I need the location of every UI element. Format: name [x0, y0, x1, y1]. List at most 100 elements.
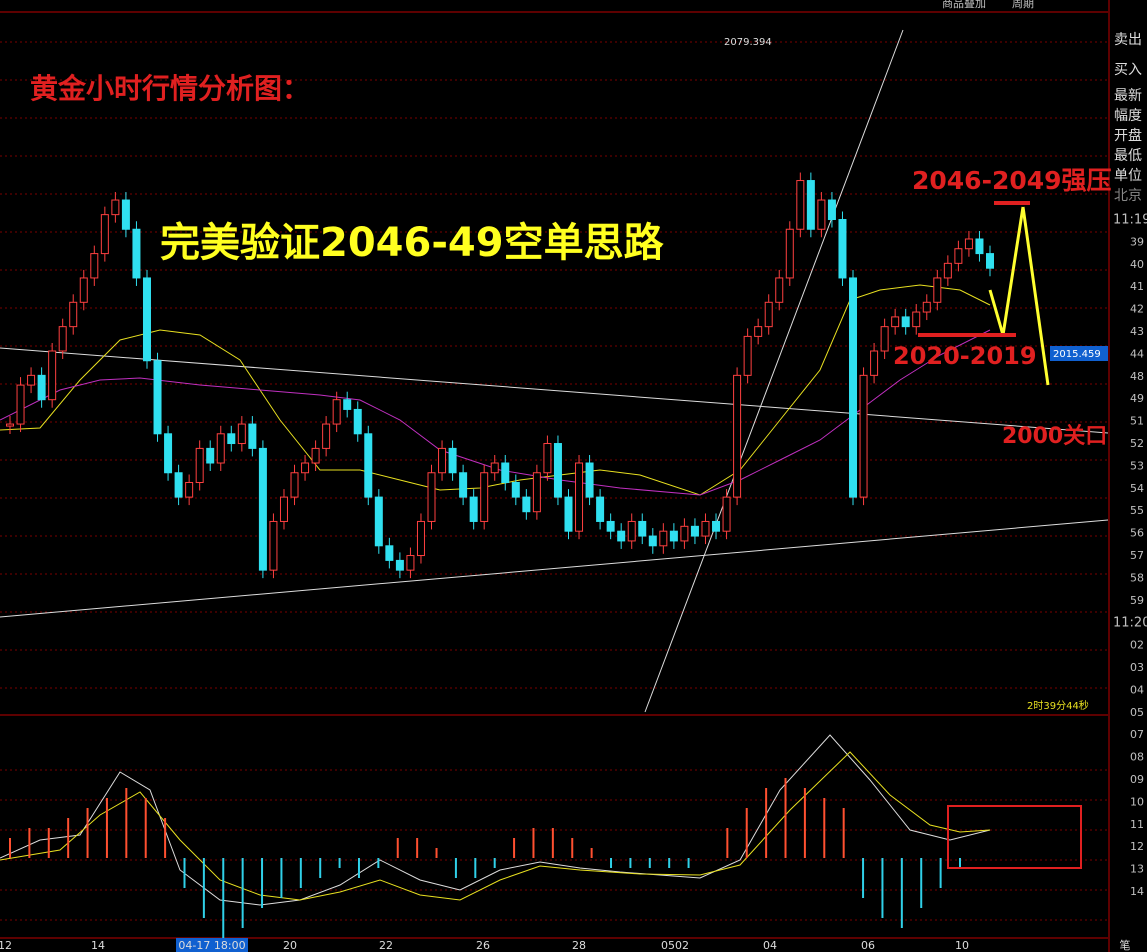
- x-tick-label: 10: [955, 939, 969, 952]
- time-label: 12: [1130, 840, 1144, 853]
- candle: [427, 472, 436, 522]
- side-label: 北京: [1114, 188, 1142, 204]
- candle: [364, 433, 373, 498]
- side-label: 幅度: [1114, 108, 1142, 124]
- time-label: 58: [1130, 571, 1144, 584]
- time-label: 08: [1130, 751, 1144, 764]
- last-price-box: [1050, 346, 1108, 361]
- time-label: 44: [1130, 347, 1144, 360]
- candle: [27, 374, 36, 386]
- forecast-arrow: [1001, 206, 1025, 336]
- candle: [48, 350, 57, 401]
- time-label: 52: [1130, 437, 1144, 450]
- time-label: 03: [1130, 661, 1144, 674]
- time-label: 09: [1130, 773, 1144, 786]
- high-label: 2079.394: [724, 37, 772, 48]
- candle: [501, 462, 510, 483]
- side-label: 单位: [1114, 168, 1142, 184]
- candle: [279, 496, 288, 522]
- time-label: 13: [1130, 863, 1144, 876]
- candle: [743, 335, 752, 376]
- x-tick-label: 06: [861, 939, 875, 952]
- candle: [880, 326, 889, 352]
- macd-dea: [0, 751, 991, 901]
- candle: [849, 277, 858, 498]
- time-label: 05: [1130, 706, 1144, 719]
- candle: [395, 559, 404, 571]
- side-label: 最新: [1114, 88, 1142, 104]
- candle: [100, 214, 109, 255]
- candle: [796, 180, 805, 230]
- time-label: 59: [1130, 594, 1144, 607]
- candle: [617, 530, 626, 542]
- highlight-box: [947, 805, 1082, 869]
- candle: [90, 253, 99, 279]
- candle: [764, 301, 773, 328]
- candle: [132, 228, 141, 279]
- candle: [722, 496, 731, 532]
- annotation: 2020-2019: [893, 342, 1037, 370]
- candle: [469, 496, 478, 522]
- candle: [459, 472, 468, 498]
- last-price: 2015.459: [1053, 349, 1101, 360]
- candle: [164, 433, 173, 474]
- candle: [16, 384, 25, 425]
- candle: [543, 443, 552, 474]
- candle: [585, 462, 594, 498]
- x-tick-label: 26: [476, 939, 490, 952]
- candle: [964, 238, 973, 250]
- time-label: 56: [1130, 527, 1144, 540]
- candle: [374, 496, 383, 547]
- x-tick-label: 14: [91, 939, 105, 952]
- time-label: 41: [1130, 280, 1144, 293]
- x-tick-label: 20: [283, 939, 297, 952]
- candle: [680, 525, 689, 542]
- candle: [754, 326, 763, 337]
- candle: [195, 447, 204, 483]
- time-label: 11:19: [1113, 213, 1147, 228]
- menu-item[interactable]: 周期: [1012, 0, 1034, 10]
- forecast-arrow: [988, 289, 1005, 336]
- candle: [153, 360, 162, 435]
- time-label: 10: [1130, 795, 1144, 808]
- time-label: 53: [1130, 459, 1144, 472]
- candle: [606, 520, 615, 532]
- candle: [733, 374, 742, 498]
- candle: [933, 277, 942, 303]
- candle: [227, 433, 236, 445]
- x-tick-label: 22: [379, 939, 393, 952]
- candle: [58, 326, 67, 352]
- candle: [669, 530, 678, 542]
- x-tick-label: 04: [763, 939, 777, 952]
- time-label: 57: [1130, 549, 1144, 562]
- time-label: 43: [1130, 325, 1144, 338]
- candle: [301, 462, 310, 474]
- candle: [627, 520, 636, 542]
- countdown: 2时39分44秒: [1027, 699, 1089, 712]
- menu-item[interactable]: 商品叠加: [942, 0, 986, 10]
- time-label: 02: [1130, 639, 1144, 652]
- candle: [943, 262, 952, 279]
- time-label: 04: [1130, 683, 1144, 696]
- candle: [785, 228, 794, 279]
- candle: [6, 423, 14, 427]
- time-label: 42: [1130, 303, 1144, 316]
- candle: [817, 199, 826, 230]
- x-tick-label: 笔: [1120, 938, 1131, 952]
- candle: [69, 301, 78, 328]
- trend-line: [0, 519, 1109, 618]
- side-label: 卖出: [1114, 32, 1142, 48]
- time-label: 49: [1130, 392, 1144, 405]
- time-label: 07: [1130, 728, 1144, 741]
- time-label: 11:20: [1113, 616, 1147, 631]
- candle: [827, 199, 836, 221]
- time-label: 54: [1130, 482, 1144, 495]
- candle: [111, 199, 120, 216]
- time-label: 39: [1130, 235, 1144, 248]
- candle: [37, 374, 46, 401]
- candle: [353, 408, 362, 435]
- candle: [553, 443, 562, 498]
- trend-line: [0, 347, 1109, 434]
- candle: [311, 447, 320, 464]
